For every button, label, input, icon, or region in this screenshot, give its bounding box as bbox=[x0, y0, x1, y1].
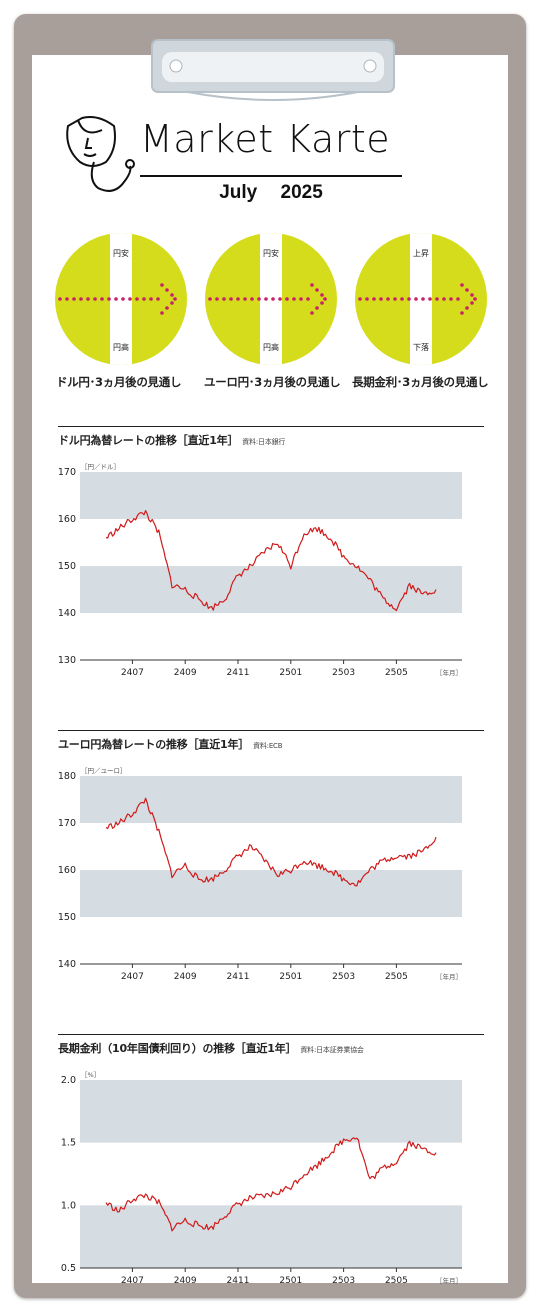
dial-caption-2: ユーロ円･3ヵ月後の見通し bbox=[204, 375, 341, 389]
dial-caption-3: 長期金利･3ヵ月後の見通し bbox=[352, 375, 489, 389]
series-line bbox=[105, 510, 437, 612]
x-tick-label: 2411 bbox=[227, 1276, 250, 1286]
chart-title-usdjpy: ドル円為替レートの推移［直近1年］ 資料:日本銀行 bbox=[58, 432, 285, 448]
chart-title-eurjpy-text: ユーロ円為替レートの推移［直近1年］ bbox=[58, 738, 250, 751]
x-tick-label: 2407 bbox=[121, 1276, 144, 1286]
chart-source-jgb: 資料:日本証券業協会 bbox=[300, 1046, 364, 1054]
chart-title-jgb-text: 長期金利（10年国債利回り）の推移［直近1年］ bbox=[58, 1042, 297, 1055]
y-tick-label: 2.0 bbox=[61, 1075, 76, 1086]
y-tick-label: 150 bbox=[58, 912, 76, 923]
issue-date: July 2025 bbox=[140, 182, 402, 204]
y-tick-label: 160 bbox=[58, 865, 76, 876]
chart-band bbox=[80, 1080, 462, 1143]
y-tick-label: 140 bbox=[58, 608, 76, 619]
chart-band bbox=[80, 1205, 462, 1268]
dial-arrow-icon bbox=[58, 283, 177, 315]
y-tick-label: 170 bbox=[58, 818, 76, 829]
y-tick-label: 130 bbox=[58, 655, 76, 666]
x-tick-label: 2505 bbox=[385, 972, 408, 982]
issue-month: July bbox=[219, 182, 258, 203]
section-rule-eurjpy bbox=[58, 730, 484, 732]
x-tick-label: 2501 bbox=[279, 1276, 302, 1286]
chart-band bbox=[80, 776, 462, 823]
x-tick-label: 2503 bbox=[332, 972, 355, 982]
y-tick-label: 140 bbox=[58, 959, 76, 970]
y-tick-label: 170 bbox=[58, 467, 76, 478]
dial-arrow-icon bbox=[358, 283, 477, 315]
x-tick-label: 2409 bbox=[174, 668, 197, 678]
dial-vertical-bar bbox=[260, 233, 282, 365]
x-tick-label: 2409 bbox=[174, 972, 197, 982]
chart-title-usdjpy-text: ドル円為替レートの推移［直近1年］ bbox=[58, 434, 239, 447]
jgb-yield-chart: 2.0 1.5 1.0 0.5 ［%］ 2407 2409 2411 2501 2503 2505 ［… bbox=[61, 1071, 462, 1286]
chart-source-eurjpy: 資料:ECB bbox=[253, 742, 283, 750]
doctor-stethoscope-icon bbox=[66, 116, 135, 192]
y-tick-label: 1.5 bbox=[61, 1138, 76, 1149]
x-tick-label: 2407 bbox=[121, 972, 144, 982]
chart-band bbox=[80, 870, 462, 917]
x-unit-label: ［年月］ bbox=[436, 972, 462, 981]
dial-bottom-label: 下落 bbox=[413, 342, 429, 352]
x-tick-label: 2503 bbox=[332, 668, 355, 678]
chart-title-eurjpy: ユーロ円為替レートの推移［直近1年］ 資料:ECB bbox=[58, 736, 283, 752]
title-underline bbox=[140, 175, 402, 177]
y-tick-label: 1.0 bbox=[61, 1200, 76, 1211]
dial-vertical-bar bbox=[410, 233, 432, 365]
clip-icon bbox=[151, 39, 395, 101]
x-tick-label: 2501 bbox=[279, 972, 302, 982]
series-line bbox=[105, 1137, 437, 1232]
dial-bottom-label: 円高 bbox=[263, 342, 279, 352]
page-title: Market Karte bbox=[140, 117, 391, 161]
x-tick-label: 2505 bbox=[385, 668, 408, 678]
issue-year: 2025 bbox=[280, 182, 323, 203]
y-tick-label: 160 bbox=[58, 514, 76, 525]
section-rule-jgb bbox=[58, 1034, 484, 1036]
section-rule-usdjpy bbox=[58, 426, 484, 428]
dial-caption-1: ドル円･3ヵ月後の見通し bbox=[56, 375, 182, 389]
dial-top-label: 円安 bbox=[113, 248, 129, 258]
series-line bbox=[105, 797, 437, 887]
dial-bottom-label: 円高 bbox=[113, 342, 129, 352]
x-tick-label: 2501 bbox=[279, 668, 302, 678]
dial-top-label: 円安 bbox=[263, 248, 279, 258]
eurjpy-chart: 180 170 160 150 140 ［円／ユーロ］ 2407 2409 2411 2501 25… bbox=[58, 767, 462, 982]
x-tick-label: 2503 bbox=[332, 1276, 355, 1286]
x-tick-label: 2411 bbox=[227, 972, 250, 982]
usdjpy-chart: 170 160 150 140 130 ［円／ドル］ 2407 2409 2411 2501 250… bbox=[58, 463, 462, 678]
dial-top-label: 上昇 bbox=[413, 249, 429, 258]
dial-arrow-icon bbox=[208, 283, 327, 315]
y-tick-label: 150 bbox=[58, 561, 76, 572]
x-unit-label: ［年月］ bbox=[436, 668, 462, 677]
y-tick-label: 0.5 bbox=[61, 1263, 76, 1274]
y-unit-label: ［%］ bbox=[81, 1071, 100, 1079]
chart-band bbox=[80, 472, 462, 519]
x-tick-label: 2407 bbox=[121, 668, 144, 678]
y-unit-label: ［円／ドル］ bbox=[81, 463, 120, 471]
y-unit-label: ［円／ユーロ］ bbox=[81, 767, 127, 775]
chart-source-usdjpy: 資料:日本銀行 bbox=[242, 438, 286, 446]
x-unit-label: ［年月］ bbox=[436, 1276, 462, 1285]
x-tick-label: 2505 bbox=[385, 1276, 408, 1286]
chart-title-jgb: 長期金利（10年国債利回り）の推移［直近1年］ 資料:日本証券業協会 bbox=[58, 1040, 364, 1056]
dial-vertical-bar bbox=[110, 233, 132, 365]
chart-band bbox=[80, 566, 462, 613]
y-tick-label: 180 bbox=[58, 771, 76, 782]
x-tick-label: 2409 bbox=[174, 1276, 197, 1286]
x-tick-label: 2411 bbox=[227, 668, 250, 678]
